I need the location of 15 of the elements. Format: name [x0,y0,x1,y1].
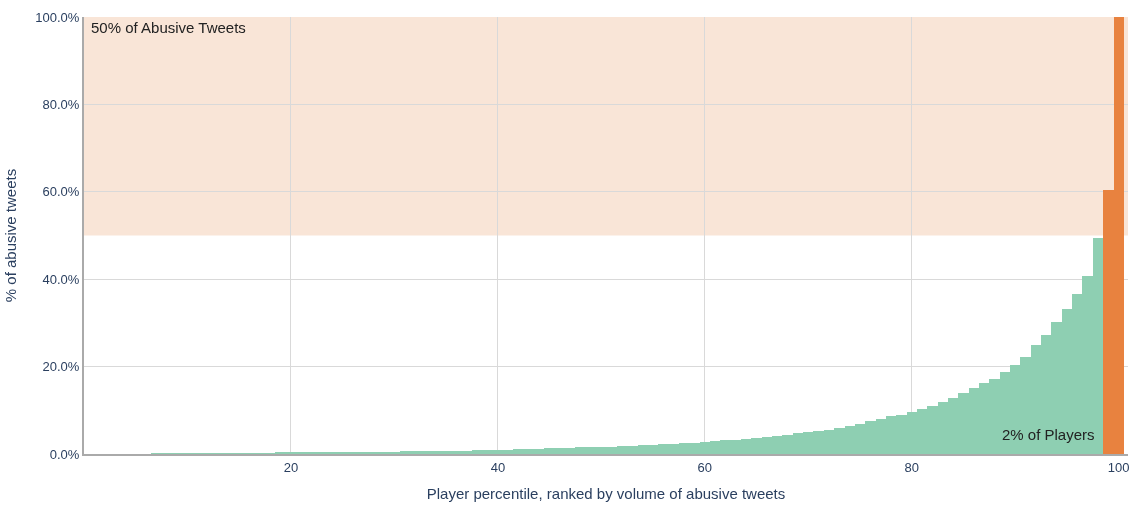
y-tick-label: 60.0% [42,184,80,200]
x-axis-title: Player percentile, ranked by volume of abusive tweets [426,485,786,503]
x-tick-label: 100 [1107,459,1130,475]
x-tick-label: 80 [904,459,919,475]
y-axis-title: % of abusive tweets [2,168,20,303]
y-tick-label: 100.0% [35,9,80,25]
y-tick-label: 80.0% [42,96,80,112]
x-tick-label: 60 [697,459,713,475]
y-tick-label: 40.0% [42,271,80,287]
y-tick-label: 0.0% [49,446,80,462]
y-tick-label: 20.0% [42,359,80,375]
band-label: 50% of Abusive Tweets [91,19,246,36]
x-tick-label: 40 [490,459,506,475]
x-tick-label: 20 [283,459,299,475]
annotation: 2% of Players [1002,426,1095,443]
